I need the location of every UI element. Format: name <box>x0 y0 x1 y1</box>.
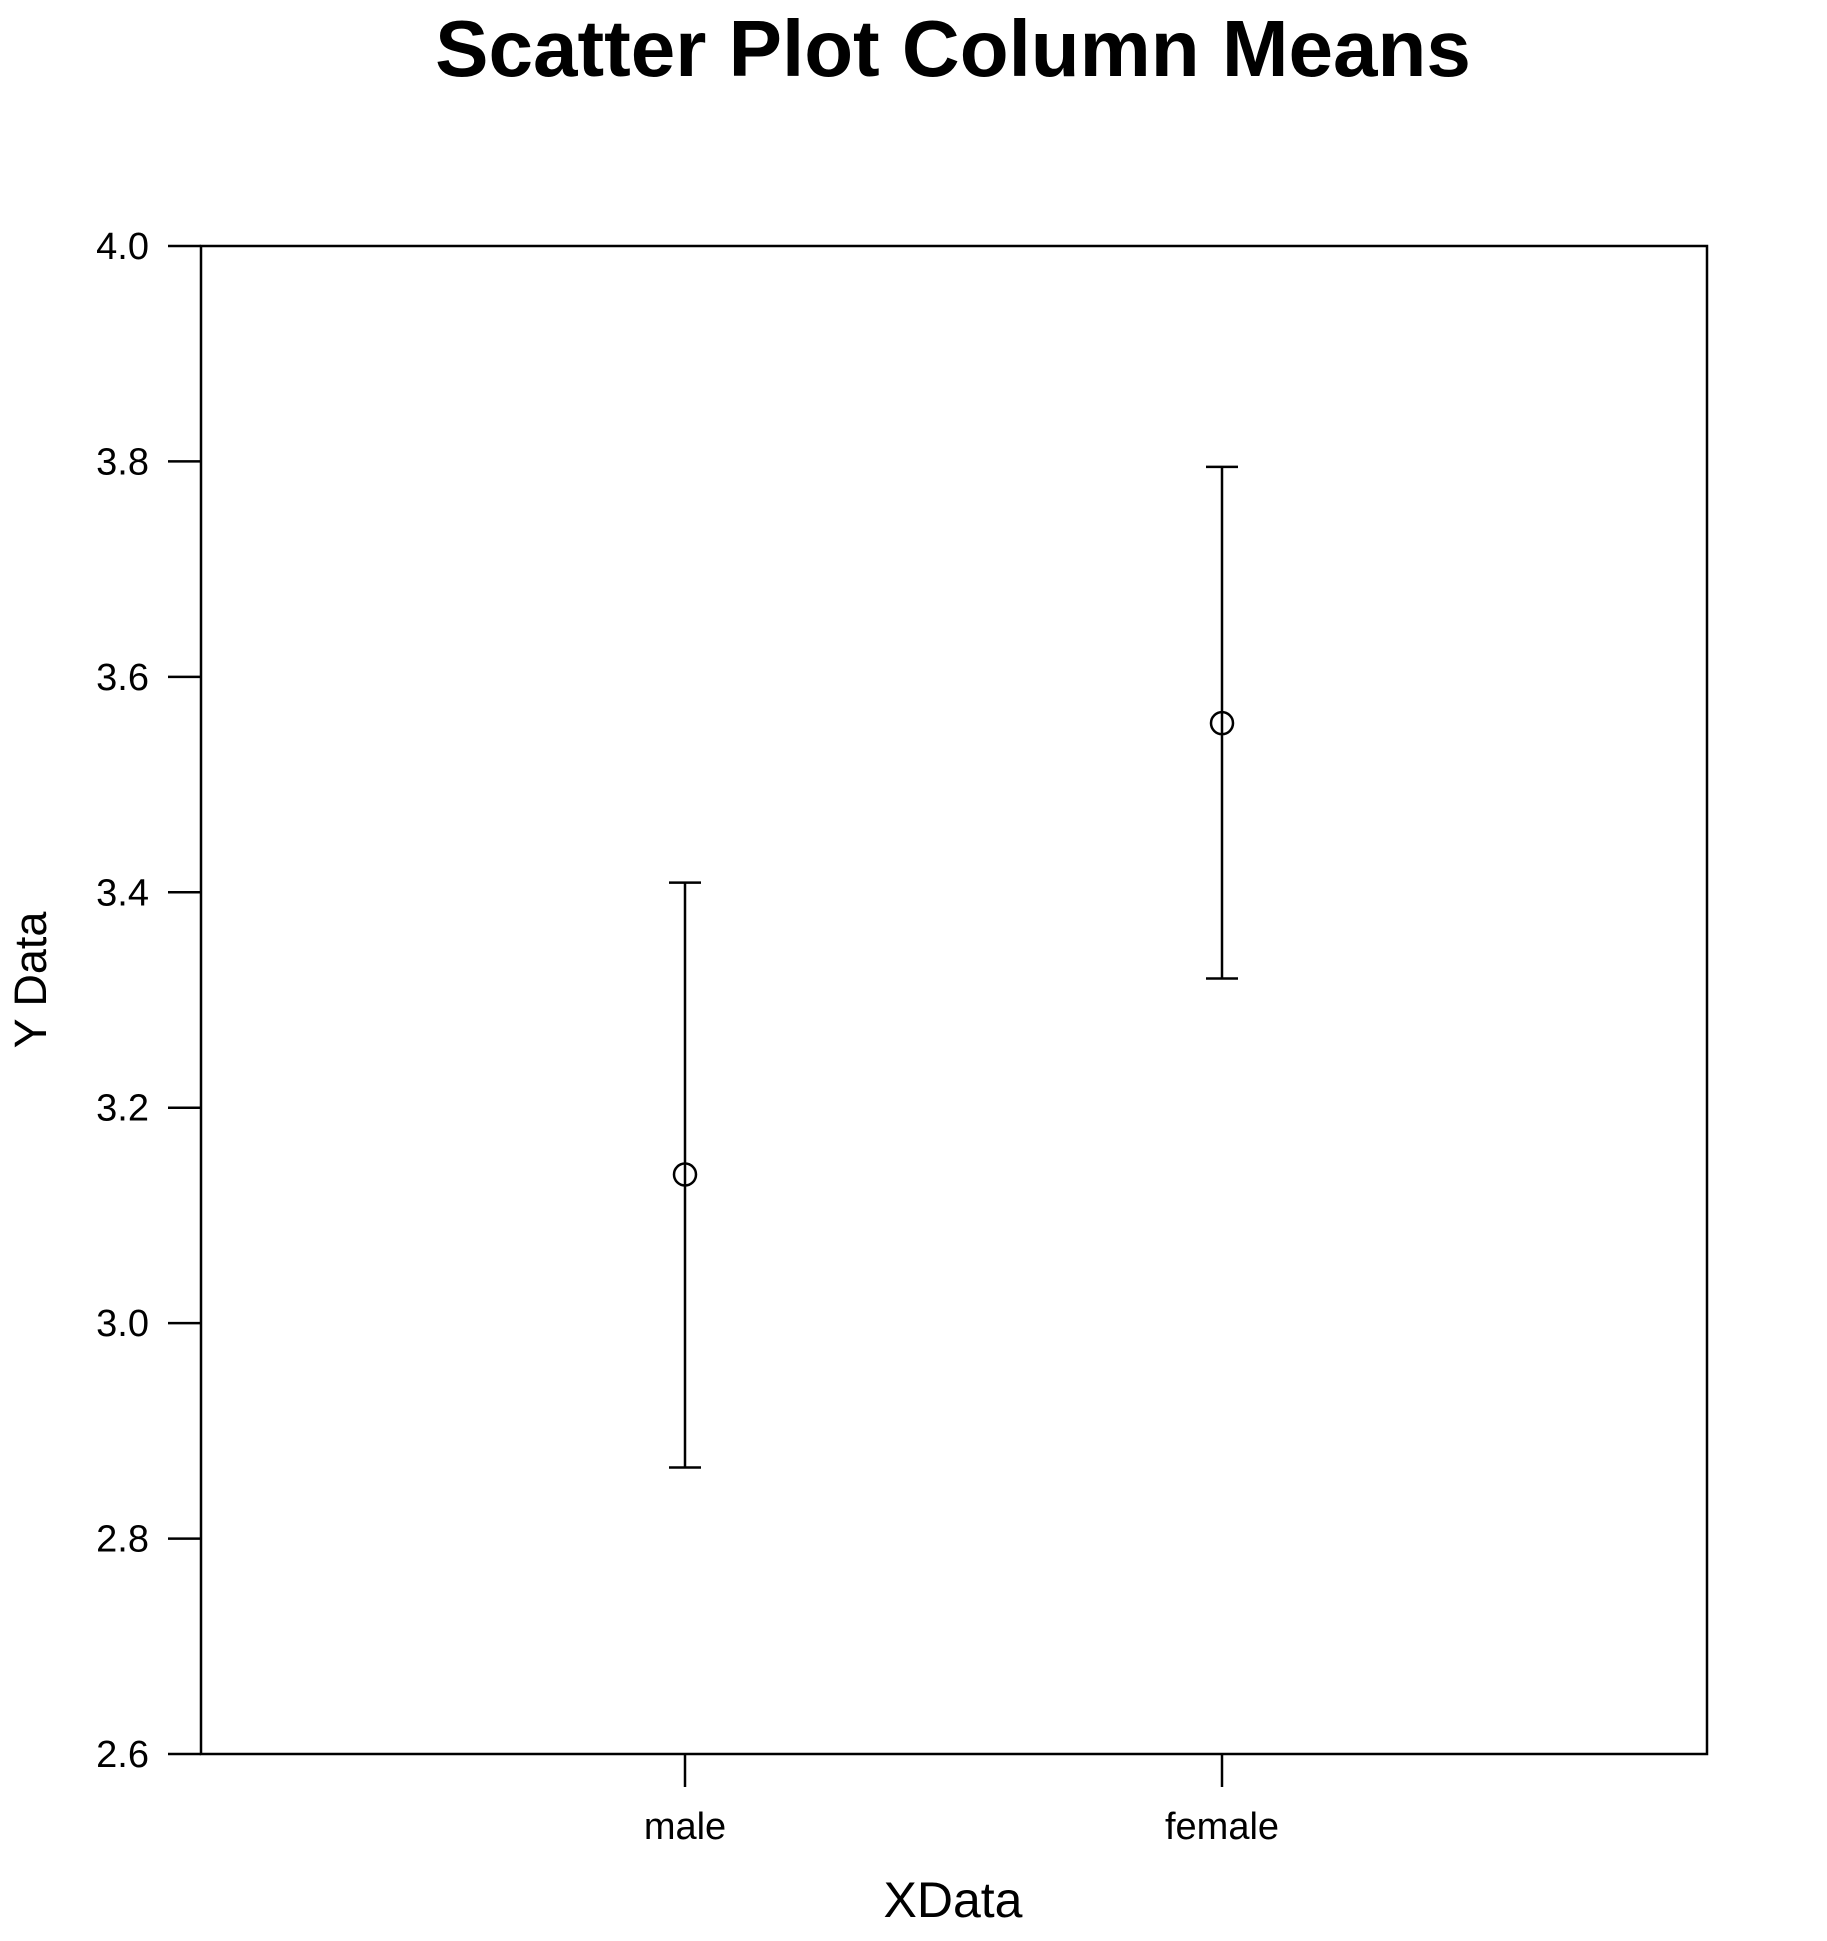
plot-frame <box>199 244 1709 1756</box>
x-axis: male female <box>644 1754 1279 1848</box>
y-tick-label: 4.0 <box>96 226 149 268</box>
y-tick-label: 2.8 <box>96 1519 149 1561</box>
y-axis: 2.6 2.8 3.0 3.2 3.4 3.6 3.8 4.0 <box>96 226 201 1776</box>
y-tick-label: 3.4 <box>96 872 149 914</box>
data-point <box>672 1162 698 1187</box>
data-series <box>669 465 1238 1469</box>
x-tick-label: female <box>1165 1806 1279 1848</box>
y-tick-label: 3.6 <box>96 657 149 699</box>
y-axis-label: Y Data <box>5 911 56 1049</box>
chart-title: Scatter Plot Column Means <box>435 4 1471 93</box>
data-point <box>1209 710 1235 736</box>
x-tick-label: male <box>644 1806 726 1848</box>
x-axis-label: XData <box>884 1872 1023 1928</box>
y-tick-label: 3.2 <box>96 1088 149 1130</box>
y-tick-label: 3.8 <box>96 441 149 483</box>
y-tick-label: 2.6 <box>96 1734 149 1776</box>
y-tick-label: 3.0 <box>96 1303 149 1345</box>
